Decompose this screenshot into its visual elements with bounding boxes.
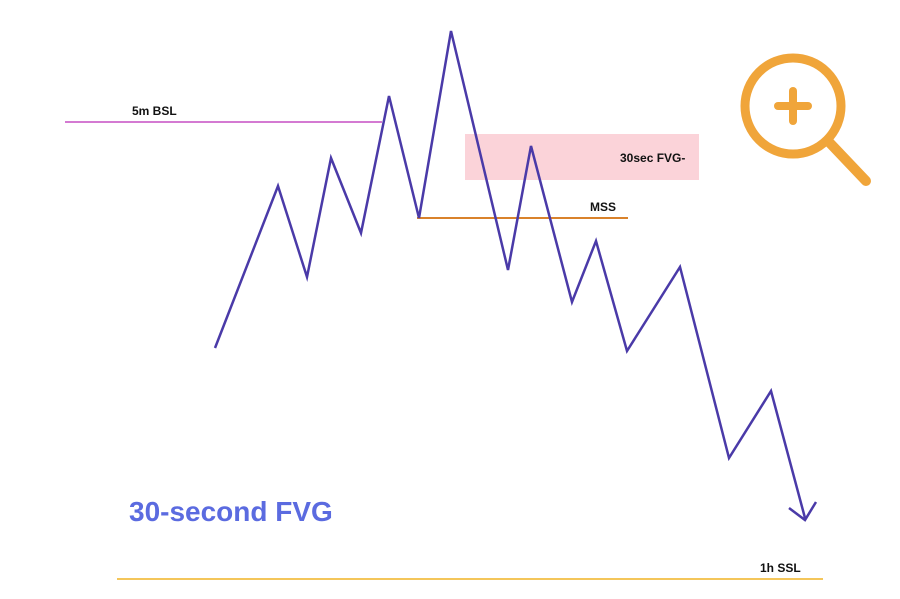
fvg-zone xyxy=(465,134,699,180)
fvg-label: 30sec FVG- xyxy=(620,151,685,165)
zoom-icon xyxy=(740,53,871,186)
bsl-label: 5m BSL xyxy=(132,104,177,118)
diagram-title: 30-second FVG xyxy=(129,496,333,527)
price-path xyxy=(213,30,807,519)
ssl-label: 1h SSL xyxy=(760,561,801,575)
mss-label: MSS xyxy=(590,200,616,214)
arrow-head xyxy=(788,501,818,522)
